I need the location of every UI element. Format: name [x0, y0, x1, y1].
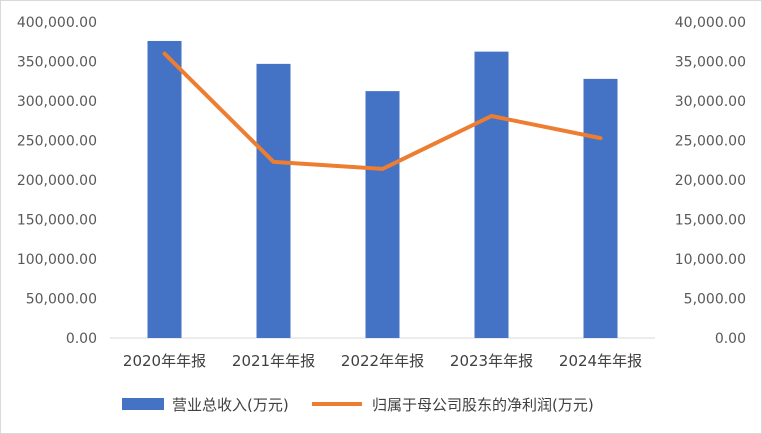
y-left-tick-label: 50,000.00 [26, 292, 97, 308]
y-left-tick-label: 350,000.00 [17, 55, 97, 71]
bar [365, 91, 400, 338]
y-right-tick-label: 25,000.00 [675, 134, 746, 150]
x-tick-label: 2020年年报 [123, 352, 206, 370]
x-tick-label: 2023年年报 [450, 352, 533, 370]
bar [474, 51, 509, 338]
line-series [162, 51, 603, 171]
y-left-tick-label: 400,000.00 [17, 15, 97, 31]
bar [583, 78, 618, 338]
x-tick-label: 2022年年报 [341, 352, 424, 370]
y-right-tick-label: 20,000.00 [675, 173, 746, 189]
y-left-tick-label: 200,000.00 [17, 173, 97, 189]
y-right-tick-label: 30,000.00 [675, 94, 746, 110]
y-right-tick-label: 15,000.00 [675, 213, 746, 229]
y-left-tick-label: 150,000.00 [17, 213, 97, 229]
x-tick-label: 2021年年报 [232, 352, 315, 370]
bar [256, 63, 291, 339]
legend-swatch-bar [122, 398, 164, 410]
y-right-tick-label: 10,000.00 [675, 252, 746, 268]
y-right-tick-label: 5,000.00 [684, 292, 746, 308]
y-left-tick-label: 250,000.00 [17, 134, 97, 150]
y-left-tick-label: 100,000.00 [17, 252, 97, 268]
x-tick-label: 2024年年报 [559, 352, 642, 370]
y-left-tick-label: 300,000.00 [17, 94, 97, 110]
y-left-tick-label: 0.00 [66, 331, 97, 347]
y-right-tick-label: 35,000.00 [675, 55, 746, 71]
legend-label-bar: 营业总收入(万元) [172, 396, 289, 414]
y-right-tick-label: 40,000.00 [675, 15, 746, 31]
legend-label-line: 归属于母公司股东的净利润(万元) [372, 396, 594, 414]
bar [147, 40, 182, 339]
y-right-tick-label: 0.00 [715, 331, 746, 347]
